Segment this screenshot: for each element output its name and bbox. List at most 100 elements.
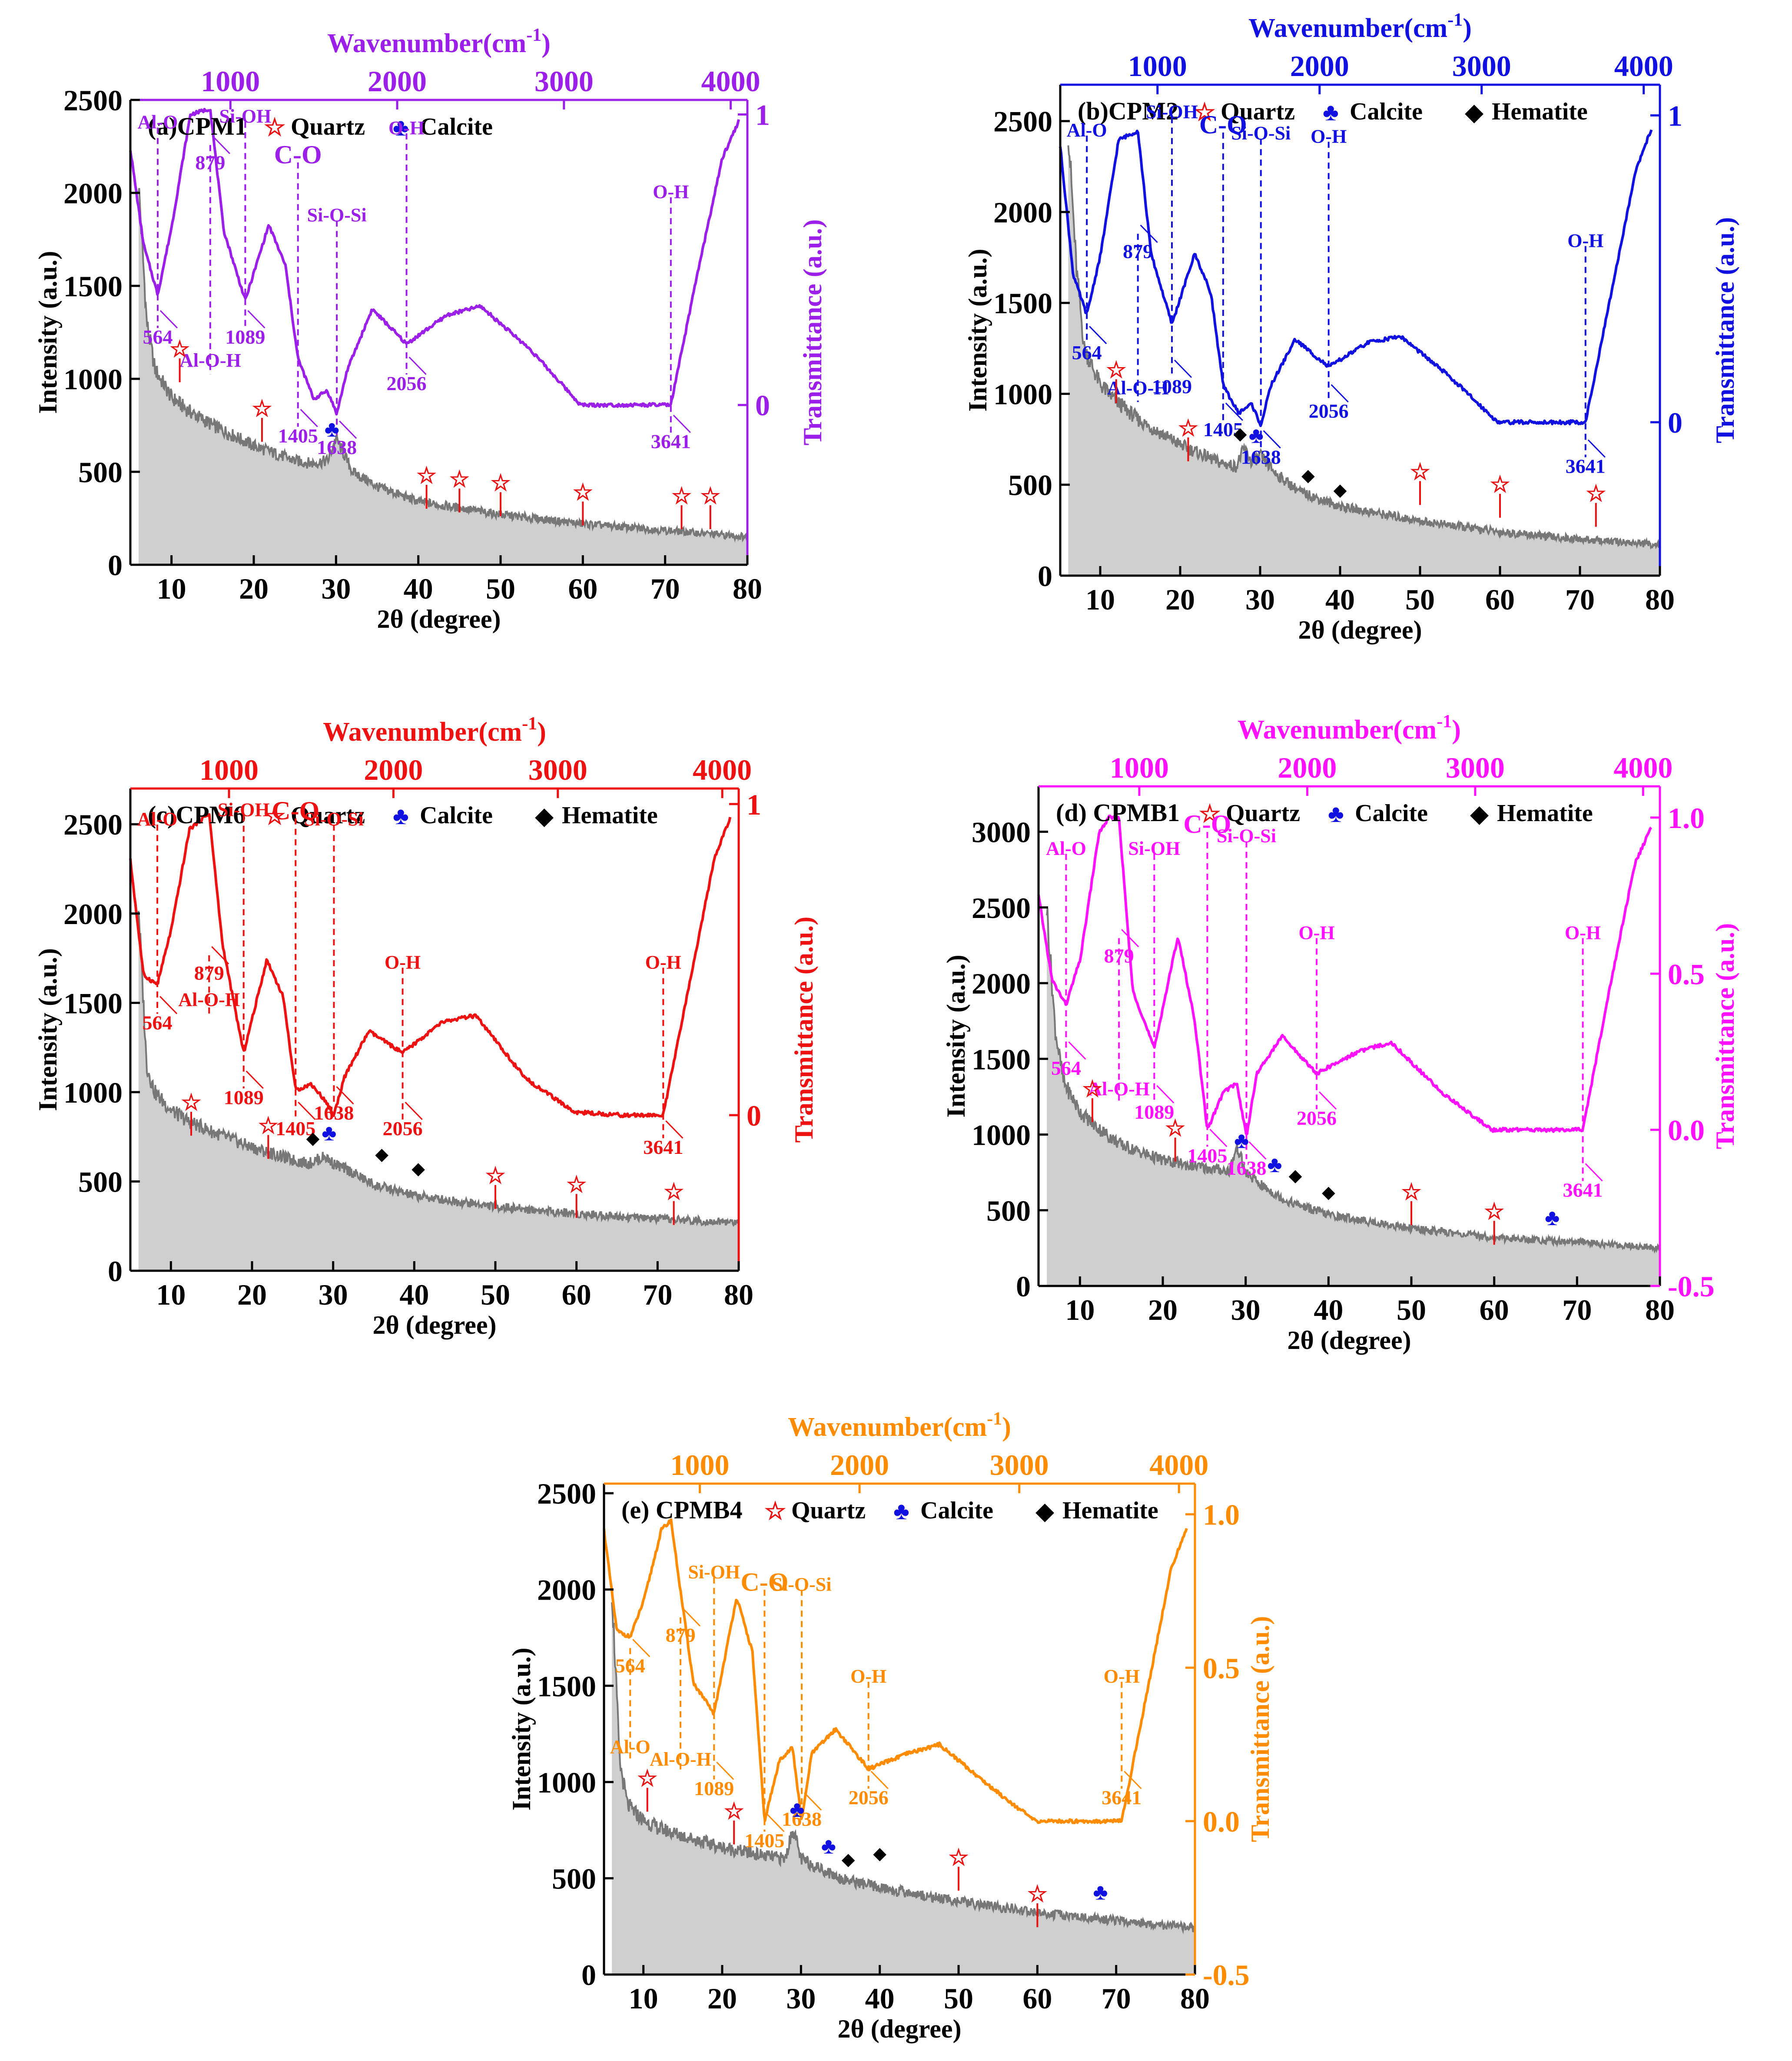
y-tick-label: 1000	[972, 1119, 1031, 1152]
x-axis-title: 2θ (degree)	[837, 2015, 961, 2043]
x-tick-label: 50	[1405, 583, 1435, 616]
x2-tick-label: 4000	[693, 753, 752, 786]
peak-label: 1638	[1241, 446, 1281, 468]
legend-label: Hematite	[562, 802, 658, 829]
x-tick-label: 60	[1022, 1982, 1052, 2015]
xrd-fill	[1047, 908, 1660, 1286]
y-tick-label: 1000	[537, 1766, 596, 1799]
bond-label: Al-O	[610, 1736, 650, 1758]
y-tick-label: 0	[581, 1958, 596, 1991]
annotation-arrow	[767, 1813, 785, 1832]
peak-label: 1405	[275, 1117, 315, 1140]
quartz-marker: ☆	[449, 467, 470, 492]
legend-symbol: ◆	[1470, 801, 1489, 828]
legend-label: Quartz	[1226, 800, 1300, 827]
calcite-marker: ♣	[322, 1121, 336, 1146]
x2-tick-label: 2000	[830, 1448, 889, 1481]
xrd-fill	[138, 911, 739, 1271]
legend-label: Hematite	[1497, 800, 1593, 827]
legend-label: Hematite	[1492, 98, 1588, 125]
peak-label: 3641	[1102, 1786, 1142, 1809]
x2-tick-label: 3000	[528, 753, 587, 786]
quartz-marker: ☆	[1410, 460, 1430, 484]
peak-label: 2056	[849, 1786, 889, 1809]
quartz-marker: ☆	[1586, 482, 1606, 507]
x-axis-title: 2θ (degree)	[1287, 1326, 1411, 1355]
x-tick-label: 50	[481, 1278, 510, 1311]
peak-label: 564	[1072, 341, 1102, 364]
annotation-arrow	[1331, 384, 1349, 403]
xrd-fill	[612, 1602, 1195, 1975]
legend-label: Calcite	[1350, 98, 1423, 125]
x2-tick-label: 2000	[1278, 751, 1337, 784]
annotation-arrow	[632, 1639, 650, 1657]
xrd-curve	[1067, 145, 1660, 550]
annotation-arrow	[1124, 1771, 1142, 1789]
peak-label: 564	[615, 1654, 645, 1677]
peak-label: 3641	[643, 1136, 683, 1158]
annotation-arrow	[716, 1761, 734, 1780]
y2-tick-label: 1	[1668, 99, 1682, 133]
peak-label: 3641	[651, 431, 691, 453]
peak-label: 2056	[1297, 1107, 1337, 1129]
quartz-marker: ☆	[1490, 473, 1510, 497]
x-tick-label: 50	[1397, 1293, 1426, 1326]
bond-label: Si-O-Si	[304, 808, 364, 830]
panel-title: (d) CPMB1	[1056, 799, 1180, 827]
xrd-curve	[1046, 908, 1661, 1254]
annotation-arrow	[1156, 1085, 1175, 1103]
x2-axis-title: Wavenumber(cm-1)	[1248, 10, 1472, 43]
x-axis-title: 2θ (degree)	[377, 605, 501, 633]
quartz-marker: ☆	[700, 484, 720, 509]
peak-label: 2056	[383, 1117, 423, 1140]
xrd-curve	[611, 1602, 1196, 1935]
quartz-marker: ☆	[416, 464, 437, 488]
bond-label: O-H	[1565, 922, 1601, 943]
y-axis-title: Intensity (a.u.)	[33, 948, 62, 1111]
ftir-curve	[1037, 814, 1653, 1135]
x-tick-label: 30	[1231, 1293, 1261, 1326]
bond-label: O-H	[653, 181, 689, 202]
x-tick-label: 10	[1085, 583, 1115, 616]
annotation-arrow	[803, 1792, 822, 1811]
x2-tick-label: 2000	[364, 753, 423, 786]
bond-label: Si-O-Si	[772, 1574, 832, 1595]
y2-tick-label: -0.5	[1203, 1958, 1250, 1991]
legend-label: Calcite	[420, 802, 493, 829]
calcite-marker: ♣	[821, 1834, 836, 1859]
x-tick-label: 40	[399, 1278, 429, 1311]
xrd-curve	[137, 188, 748, 543]
x-tick-label: 30	[321, 572, 351, 605]
xrd-curve	[137, 911, 740, 1227]
bond-label: C-O	[272, 796, 319, 825]
x2-axis-title: Wavenumber(cm-1)	[327, 25, 551, 58]
legend-symbol: ♣	[1323, 99, 1339, 126]
legend-symbol: ☆	[1194, 99, 1215, 126]
x-tick-label: 20	[239, 572, 269, 605]
annotation-arrow	[1174, 359, 1192, 378]
y-tick-label: 2500	[63, 808, 123, 841]
ftir-curve	[129, 108, 740, 416]
y-tick-label: 1000	[63, 363, 123, 396]
bond-label: O-H	[1567, 230, 1603, 251]
annotation-arrow	[1121, 929, 1139, 948]
y2-tick-label: 0	[755, 389, 770, 422]
y-tick-label: 2000	[537, 1574, 596, 1607]
calcite-marker: ♣	[1093, 1880, 1108, 1905]
bond-label: Al-O-H	[179, 350, 241, 371]
x2-axis-title: Wavenumber(cm-1)	[1238, 712, 1461, 745]
y-axis-title: Intensity (a.u.)	[33, 251, 62, 414]
bond-label: O-H	[1104, 1666, 1140, 1687]
hematite-marker: ◆	[1334, 480, 1347, 500]
y-axis-title: Intensity (a.u.)	[507, 1647, 536, 1810]
quartz-marker: ☆	[1082, 1077, 1103, 1102]
annotation-arrow	[1248, 1141, 1267, 1160]
quartz-marker: ☆	[258, 1114, 279, 1139]
quartz-marker: ☆	[637, 1766, 657, 1791]
bond-label: Al-O	[1046, 838, 1086, 859]
peak-label: 1089	[1134, 1101, 1174, 1123]
y-tick-label: 2000	[63, 177, 123, 210]
y-tick-label: 1000	[993, 378, 1052, 411]
y-tick-label: 0	[108, 1255, 123, 1288]
peak-label: 1089	[1152, 375, 1192, 398]
